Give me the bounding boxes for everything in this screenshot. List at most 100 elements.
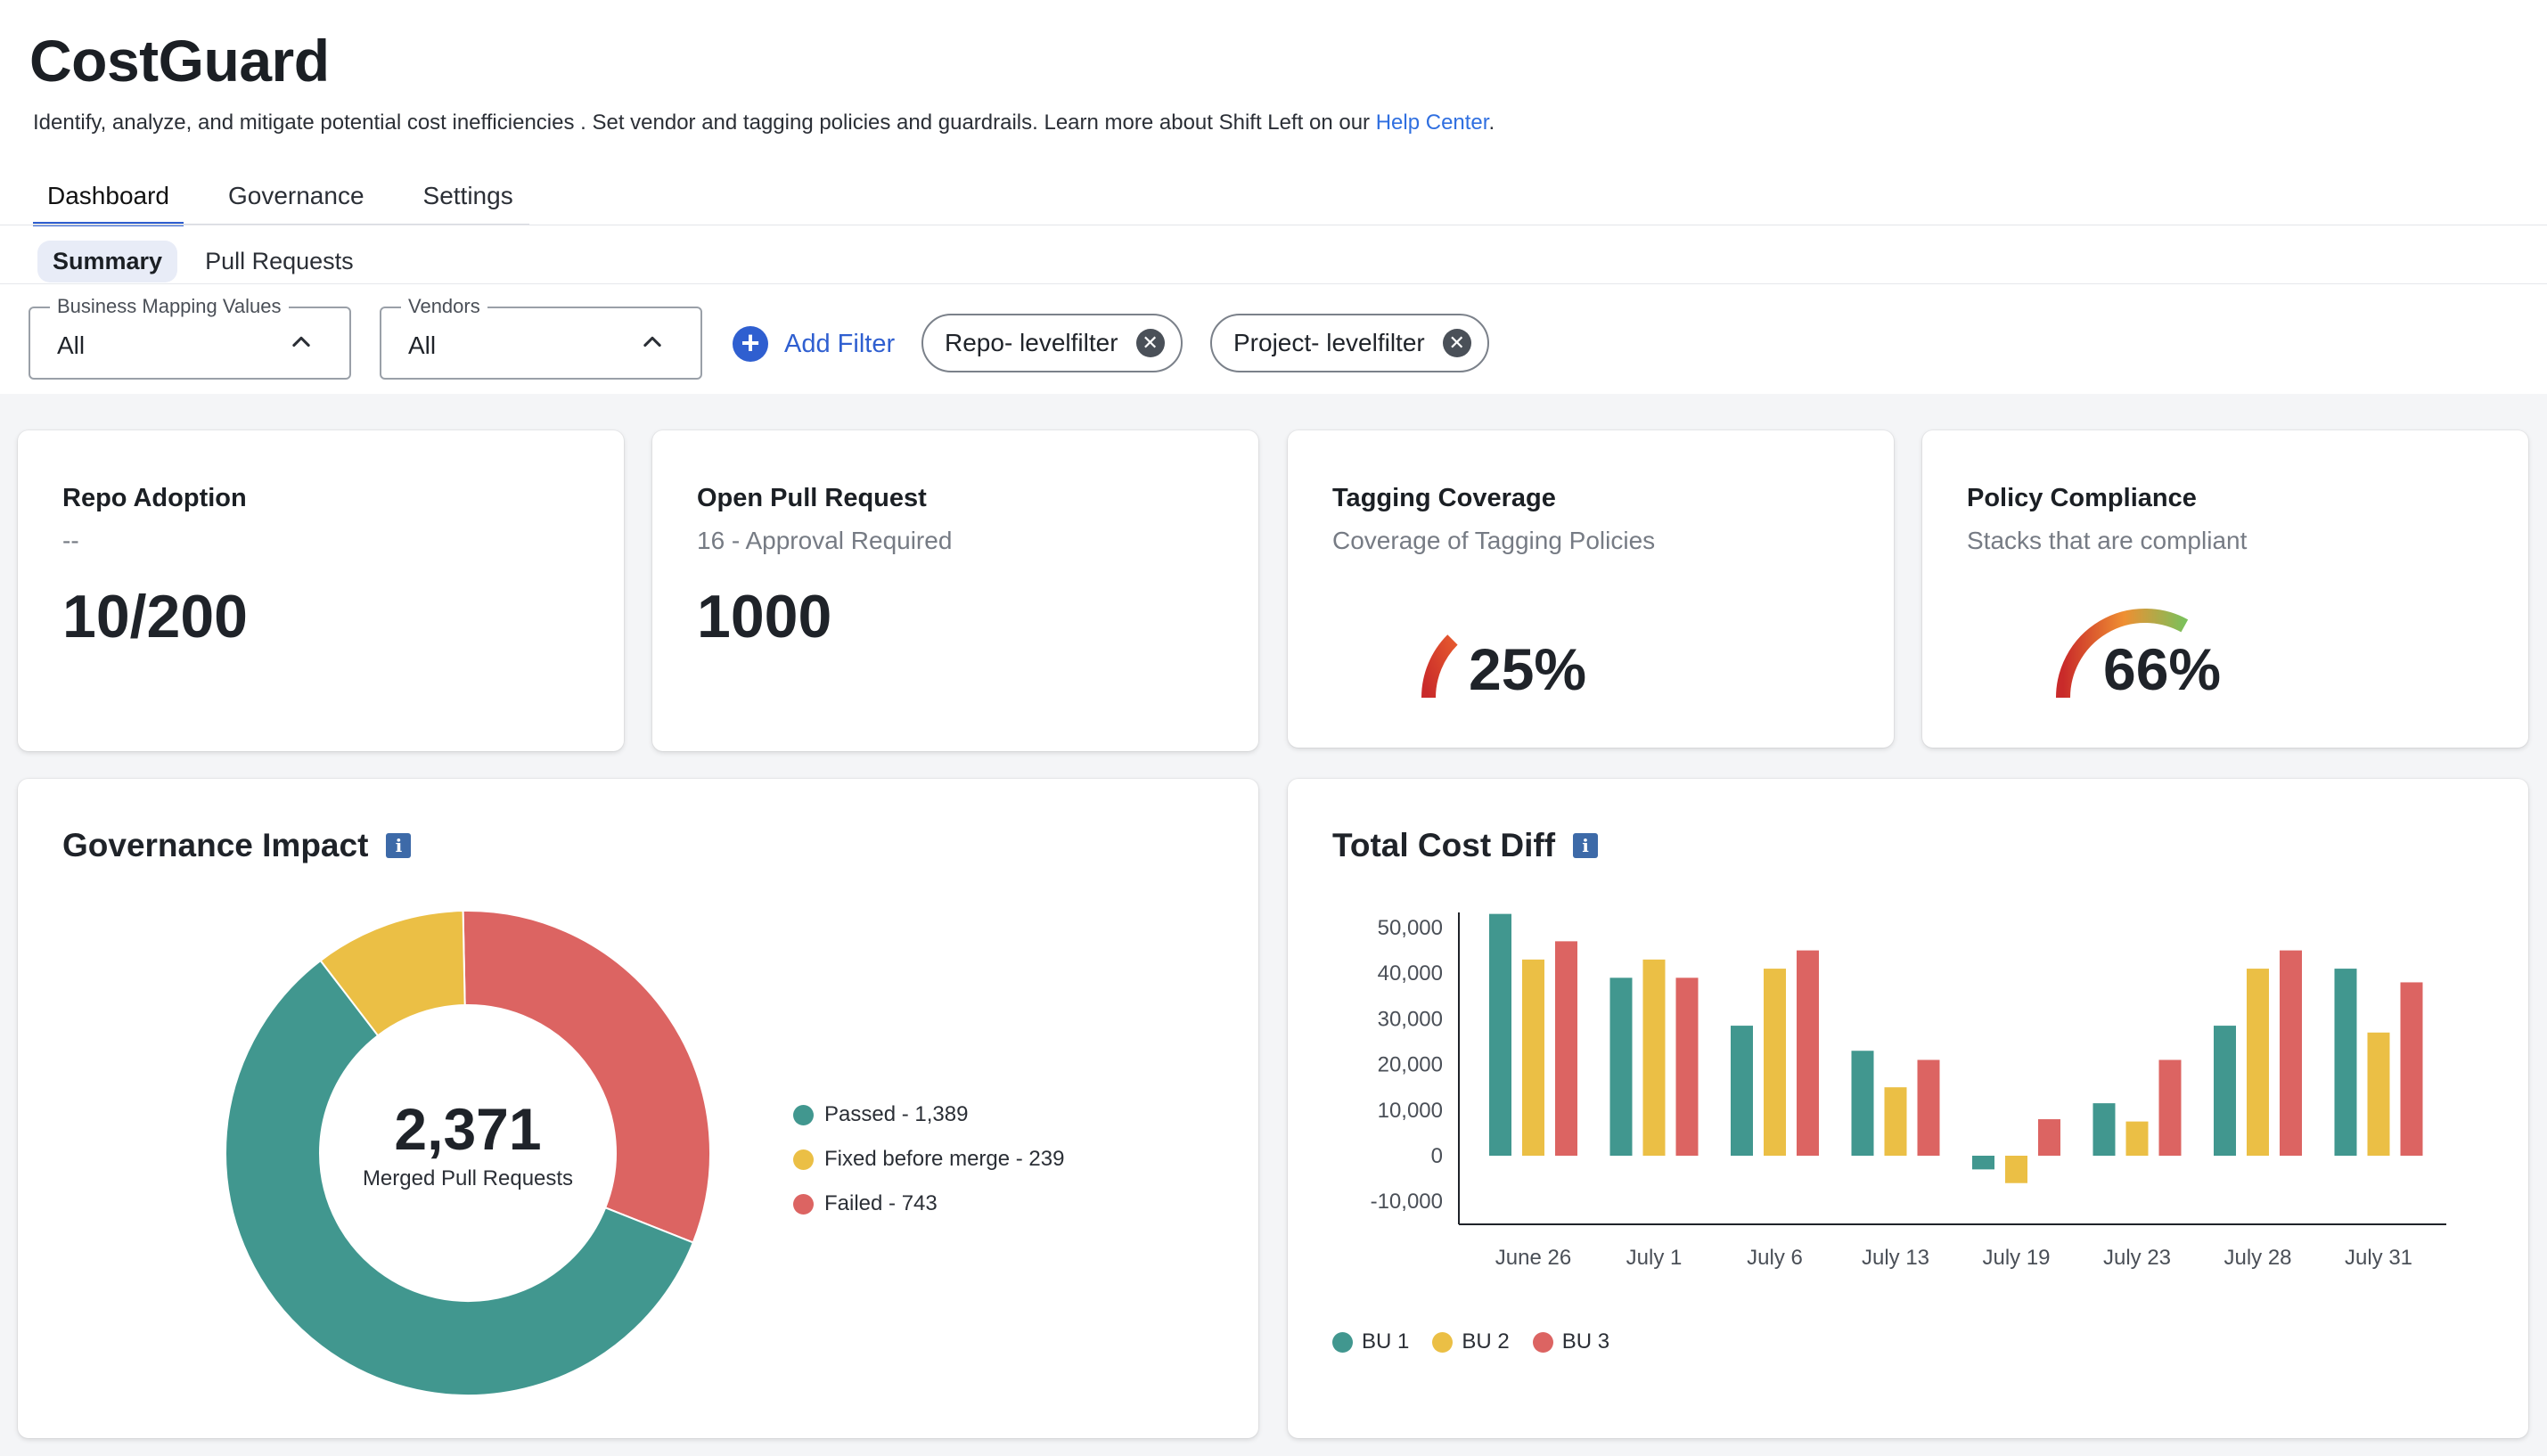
bar-bu2-3[interactable] xyxy=(1884,1087,1907,1156)
business-mapping-select[interactable]: Business Mapping Values All xyxy=(29,295,351,380)
card-title: Tagging Coverage xyxy=(1332,484,1556,512)
card-subtitle: Coverage of Tagging Policies xyxy=(1332,527,1656,554)
policy-gauge xyxy=(2056,609,2189,699)
x-tick-label: June 26 xyxy=(1495,1246,1571,1270)
bar-bu3-6[interactable] xyxy=(2280,950,2302,1156)
bar-bu3-0[interactable] xyxy=(1555,941,1577,1156)
card-title: Policy Compliance xyxy=(1967,484,2197,512)
business-mapping-value: All xyxy=(57,331,86,359)
repo-adoption-card: Repo Adoption -- 10/200 xyxy=(18,430,624,751)
card-value: 66% xyxy=(2103,636,2222,702)
legend-swatch xyxy=(793,1193,814,1215)
bar-bu2-0[interactable] xyxy=(1522,959,1544,1156)
business-mapping-label: Business Mapping Values xyxy=(50,295,289,318)
y-tick-label: 40,000 xyxy=(1378,961,1443,986)
gauge-arc xyxy=(2056,609,2189,699)
legend-item-failed: Failed - 743 xyxy=(793,1182,1064,1226)
chip-label: Project- levelfilter xyxy=(1233,329,1425,356)
x-tick-label: July 28 xyxy=(2224,1246,2291,1270)
donut-legend: Passed - 1,389 Fixed before merge - 239 … xyxy=(793,1092,1064,1226)
tab-settings[interactable]: Settings xyxy=(422,182,513,209)
x-tick-label: July 6 xyxy=(1747,1246,1803,1270)
panel-title: Total Cost Diff i xyxy=(1332,827,1599,864)
add-filter-label: Add Filter xyxy=(784,329,896,358)
donut-slice-passed[interactable] xyxy=(225,959,695,1396)
governance-impact-title: Governance Impact xyxy=(62,827,369,863)
subtab-summary[interactable]: Summary xyxy=(37,241,178,282)
close-icon[interactable]: ✕ xyxy=(1135,329,1165,357)
bar-bu3-4[interactable] xyxy=(2038,1119,2060,1156)
tab-dashboard[interactable]: Dashboard xyxy=(33,175,184,226)
tagging-gauge xyxy=(1421,634,1458,699)
x-tick-label: July 23 xyxy=(2103,1246,2171,1270)
y-tick-label: 30,000 xyxy=(1378,1007,1443,1031)
bar-bu1-6[interactable] xyxy=(2214,1026,2236,1156)
card-subtitle: -- xyxy=(62,527,79,554)
governance-impact-card: Governance Impact i 2,371 Merged Pull Re… xyxy=(18,779,1258,1438)
vendors-label: Vendors xyxy=(401,295,487,318)
bar-bu1-5[interactable] xyxy=(2092,1103,2116,1156)
cost-diff-bar-chart: 50,000 40,000 30,000 20,000 10,000 0 -10,000 Ju… xyxy=(1371,912,2446,1270)
donut-slice-fixed-before-merge[interactable] xyxy=(319,910,466,1037)
bar-bu1-2[interactable] xyxy=(1731,1026,1753,1156)
legend-item-bu2: BU 2 xyxy=(1432,1324,1510,1360)
bar-bu3-3[interactable] xyxy=(1917,1059,1940,1156)
filter-chip-repo: Repo- levelfilter ✕ xyxy=(921,314,1183,372)
y-tick-label: 20,000 xyxy=(1378,1053,1443,1077)
bar-bu2-2[interactable] xyxy=(1764,969,1786,1156)
donut-slice-failed[interactable] xyxy=(462,910,711,1244)
filter-bar: Business Mapping Values All Vendors All … xyxy=(29,295,2542,381)
bar-bu1-0[interactable] xyxy=(1489,913,1511,1156)
total-cost-diff-card: Total Cost Diff i 50,000 40,000 30,000 20,0… xyxy=(1288,779,2528,1438)
filter-chip-project: Project- levelfilter ✕ xyxy=(1210,314,1489,372)
legend-label: Passed - 1,389 xyxy=(824,1102,969,1126)
bar-bu2-7[interactable] xyxy=(2367,1032,2390,1156)
bar-bu3-5[interactable] xyxy=(2158,1059,2182,1156)
policy-compliance-card: Policy Compliance Stacks that are compli… xyxy=(1922,430,2528,748)
chevron-up-icon xyxy=(643,336,661,348)
card-value: 25% xyxy=(1469,636,1587,702)
bar-bu3-1[interactable] xyxy=(1675,977,1699,1156)
bar-bu1-7[interactable] xyxy=(2334,969,2357,1156)
app-title: CostGuard xyxy=(29,28,330,94)
card-value: 10/200 xyxy=(62,583,248,650)
legend-item-fixed: Fixed before merge - 239 xyxy=(793,1137,1064,1182)
y-tick-label: 50,000 xyxy=(1378,916,1443,940)
donut-total: 2,371 xyxy=(394,1096,542,1162)
card-subtitle: Stacks that are compliant xyxy=(1967,527,2248,554)
legend-label: Fixed before merge - 239 xyxy=(824,1147,1065,1171)
vendors-select[interactable]: Vendors All xyxy=(380,295,702,380)
bar-bu2-6[interactable] xyxy=(2247,969,2269,1156)
legend-swatch xyxy=(793,1149,814,1170)
bar-bu1-3[interactable] xyxy=(1851,1051,1874,1156)
tab-governance[interactable]: Governance xyxy=(227,182,364,209)
bar-bu1-1[interactable] xyxy=(1609,977,1633,1156)
sub-tabs: Summary Pull Requests xyxy=(37,241,369,282)
app-description: Identify, analyze, and mitigate potentia… xyxy=(33,110,1495,135)
bar-bu2-5[interactable] xyxy=(2125,1121,2149,1156)
legend-label: BU 3 xyxy=(1561,1329,1610,1354)
legend-label: BU 1 xyxy=(1362,1329,1410,1354)
bar-bu2-4[interactable] xyxy=(2005,1156,2027,1183)
info-icon[interactable]: i xyxy=(1573,833,1599,858)
legend-label: BU 2 xyxy=(1462,1329,1510,1354)
donut-total-label: Merged Pull Requests xyxy=(362,1166,574,1190)
main-tabs: Dashboard Governance Settings xyxy=(33,175,558,228)
bar-bu3-2[interactable] xyxy=(1797,950,1819,1156)
panel-title: Governance Impact i xyxy=(62,827,412,864)
legend-swatch xyxy=(1432,1331,1454,1353)
info-icon[interactable]: i xyxy=(386,833,412,858)
total-cost-diff-title: Total Cost Diff xyxy=(1332,827,1556,863)
help-center-link[interactable]: Help Center xyxy=(1375,110,1489,135)
legend-swatch xyxy=(1332,1331,1353,1353)
bar-bu1-4[interactable] xyxy=(1972,1156,1994,1170)
subtab-pull-requests[interactable]: Pull Requests xyxy=(205,248,354,274)
close-icon[interactable]: ✕ xyxy=(1442,329,1471,357)
chip-label: Repo- levelfilter xyxy=(945,329,1118,356)
add-filter-button[interactable]: + Add Filter xyxy=(733,326,895,362)
card-title: Open Pull Request xyxy=(697,484,927,512)
bar-chart-legend: BU 1 BU 2 BU 3 xyxy=(1332,1324,1609,1360)
bar-bu2-1[interactable] xyxy=(1642,959,1666,1156)
bar-bu3-7[interactable] xyxy=(2400,982,2423,1156)
vendors-value: All xyxy=(408,331,437,359)
